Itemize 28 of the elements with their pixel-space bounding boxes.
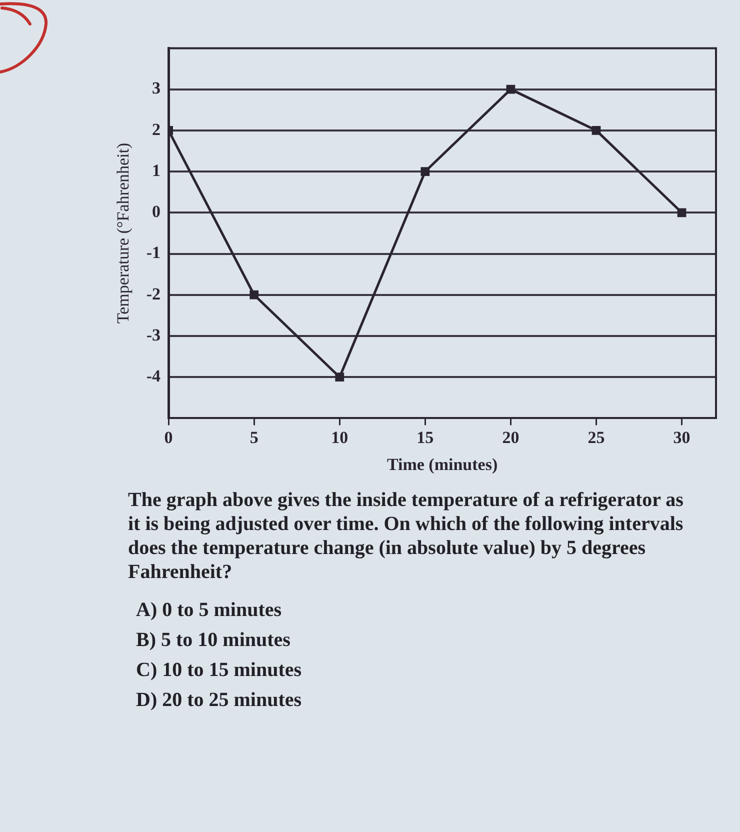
- point: [506, 84, 516, 94]
- point: [420, 167, 430, 176]
- text: C) 10 to 15 minutes: [136, 658, 303, 682]
- text: A) 0 to 5 minutes: [136, 598, 283, 622]
- x-tick-label: 30: [673, 428, 690, 447]
- x-axis-title: Time (minutes): [386, 455, 498, 474]
- x-tick-label: 10: [331, 428, 348, 447]
- y-tick-label: -1: [146, 243, 161, 262]
- y-axis-title: Temperature (°Fahrenheit): [114, 142, 133, 324]
- point: [592, 126, 601, 135]
- x-tick-label: 20: [502, 428, 520, 447]
- y-tick-label: -3: [146, 325, 161, 344]
- x-tick-label: 25: [588, 428, 605, 447]
- text: D) 20 to 25 minutes: [136, 688, 303, 712]
- x-tick-label: 5: [250, 428, 258, 447]
- y-tick-label: -4: [146, 366, 162, 386]
- y-tick-label: 0: [152, 202, 161, 222]
- x-tick-label: 15: [416, 428, 434, 447]
- y-tick-label: -2: [146, 284, 161, 304]
- text: B) 5 to 10 minutes: [136, 628, 292, 652]
- point: [335, 372, 344, 382]
- point: [677, 208, 686, 218]
- point: [250, 290, 259, 300]
- y-tick-label: 3: [152, 78, 161, 98]
- y-tick-label: 2: [152, 120, 161, 139]
- x-tick-label: 0: [164, 428, 173, 447]
- text: The graph above gives the inside temperature of a refrigerator as it is being adjusted over time. On which of the following intervals does the temperature change (in absolute value) by 5 degrees Fahrenheit?: [128, 488, 684, 584]
- y-tick-label: 1: [152, 160, 161, 180]
